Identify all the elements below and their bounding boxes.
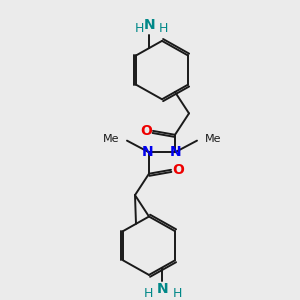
Text: N: N [142, 145, 154, 159]
Text: O: O [140, 124, 152, 138]
Text: H: H [135, 22, 144, 35]
Text: Me: Me [103, 134, 119, 144]
Text: H: H [144, 287, 153, 300]
Text: O: O [172, 163, 184, 177]
Text: N: N [144, 18, 156, 32]
Text: H: H [173, 287, 182, 300]
Text: Me: Me [205, 134, 221, 144]
Text: H: H [159, 22, 168, 35]
Text: N: N [170, 145, 182, 159]
Text: N: N [157, 282, 169, 296]
